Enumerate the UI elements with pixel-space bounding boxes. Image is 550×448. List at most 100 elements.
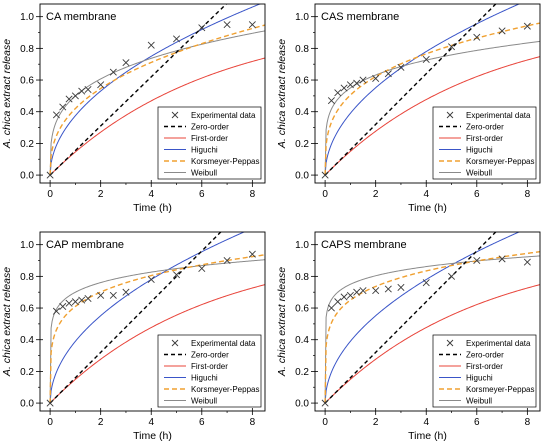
y-tick-label: 0.6 <box>20 76 34 87</box>
experimental-point <box>523 22 531 30</box>
experimental-point <box>359 287 367 295</box>
x-tick-label: 2 <box>373 189 379 200</box>
point-stroke-b <box>372 287 380 295</box>
point-stroke-b <box>372 74 380 82</box>
point-stroke-b <box>71 298 79 306</box>
x-tick-label: 2 <box>98 189 104 200</box>
chart-panel-3: 0.0 0.2 0.4 0.6 0.8 1.0 0 2 4 6 8 CAP membrane Time … <box>1 231 266 442</box>
x-tick-label: 4 <box>148 417 154 428</box>
x-tick-label: 0 <box>322 189 328 200</box>
experimental-point <box>321 171 329 179</box>
experimental-point <box>46 171 54 179</box>
y-axis-label: A. chica extract release <box>1 39 13 149</box>
point-stroke-b <box>397 283 405 291</box>
point-stroke-b <box>353 79 361 87</box>
experimental-point <box>223 256 231 265</box>
legend-label-weibull: Weibull <box>191 397 217 406</box>
y-axis-label: A. chica extract release <box>1 267 13 377</box>
y-tick-label: 0.6 <box>20 304 34 315</box>
y-tick-label: 1.0 <box>20 12 34 23</box>
legend-marker-experimental <box>446 111 454 119</box>
y-tick-label: 0.8 <box>295 44 309 55</box>
experimental-point <box>223 21 231 29</box>
point-stroke-b <box>84 86 92 94</box>
point-stroke-b <box>384 70 392 78</box>
legend-label-korsmeyer: Korsmeyer-Peppas <box>466 385 534 394</box>
y-tick-label: 0.0 <box>20 399 34 410</box>
x-tick-label: 6 <box>199 417 205 428</box>
legend-label-korsmeyer: Korsmeyer-Peppas <box>466 157 534 166</box>
x-tick-label: 2 <box>98 417 104 428</box>
experimental-point <box>172 35 181 43</box>
legend: Experimental data Zero-order First-order Hi… <box>157 334 262 408</box>
y-tick-label: 0.4 <box>20 335 34 346</box>
y-tick-label: 1.0 <box>20 240 34 251</box>
legend-label-korsmeyer: Korsmeyer-Peppas <box>191 157 259 166</box>
series-zero-line <box>324 4 497 176</box>
x-axis-label: Time (h) <box>408 202 447 214</box>
chart-panel-4: 0.0 0.2 0.4 0.6 0.8 1.0 0 2 4 6 8 CAPS membrane Time… <box>276 231 541 442</box>
point-stroke-b <box>147 41 155 49</box>
y-axis-label: A. chica extract release <box>276 267 288 377</box>
y-tick-label: 0.2 <box>295 139 309 150</box>
y-tick-label: 1.0 <box>295 240 309 251</box>
y-tick-label: 1.0 <box>295 12 309 23</box>
point-stroke-b <box>340 84 348 92</box>
experimental-point <box>52 111 60 119</box>
series-zero-line <box>324 232 497 404</box>
experimental-point <box>523 258 531 266</box>
experimental-point <box>397 63 405 71</box>
legend-marker-experimental <box>171 111 179 119</box>
experimental-point <box>59 302 67 310</box>
experimental-point <box>59 103 67 111</box>
point-stroke-b <box>122 288 130 296</box>
x-tick-label: 6 <box>474 417 480 428</box>
plot-frame <box>39 3 266 184</box>
point-stroke-b <box>397 63 405 71</box>
point-stroke-b <box>59 302 67 310</box>
plot-frame <box>314 3 541 184</box>
experimental-point <box>447 43 456 51</box>
x-tick-label: 8 <box>250 417 256 428</box>
series-zero-line <box>49 232 222 404</box>
plot-frame <box>39 231 266 412</box>
y-axis-label: A. chica extract release <box>276 39 288 149</box>
y-tick-label: 0.0 <box>295 399 309 410</box>
legend-label-first: First-order <box>466 134 503 143</box>
point-stroke-b <box>422 55 430 63</box>
point-stroke-b <box>359 287 367 295</box>
y-tick-label: 0.8 <box>20 44 34 55</box>
experimental-point <box>498 255 506 263</box>
point-stroke-b <box>109 68 117 76</box>
point-stroke-b <box>447 272 456 280</box>
experimental-point <box>334 89 342 97</box>
experimental-point <box>346 81 354 89</box>
point-stroke-b <box>523 258 531 266</box>
experimental-point <box>327 97 335 105</box>
legend-label-first: First-order <box>466 362 503 371</box>
experimental-point <box>109 291 117 299</box>
x-tick-label: 2 <box>373 417 379 428</box>
experimental-point <box>372 287 380 295</box>
point-stroke-b <box>359 76 367 84</box>
experimental-point <box>71 298 79 306</box>
point-stroke-b <box>172 271 181 279</box>
series-weibull-line <box>324 255 540 404</box>
x-axis-label: Time (h) <box>133 430 172 442</box>
legend-label-first: First-order <box>191 362 228 371</box>
point-stroke-b <box>327 97 335 105</box>
experimental-point <box>172 271 181 279</box>
legend-label-korsmeyer: Korsmeyer-Peppas <box>191 385 259 394</box>
y-tick-label: 0.6 <box>295 76 309 87</box>
y-tick-label: 0.8 <box>295 272 309 283</box>
x-tick-label: 4 <box>423 417 429 428</box>
point-stroke-b <box>498 27 506 35</box>
point-stroke-b <box>473 256 481 265</box>
point-stroke-b <box>447 43 456 51</box>
model-curves <box>324 232 540 404</box>
y-tick-label: 0.4 <box>295 335 309 346</box>
point-stroke-b <box>109 291 117 299</box>
series-higuchi-line <box>324 232 521 404</box>
legend-box <box>432 334 537 408</box>
